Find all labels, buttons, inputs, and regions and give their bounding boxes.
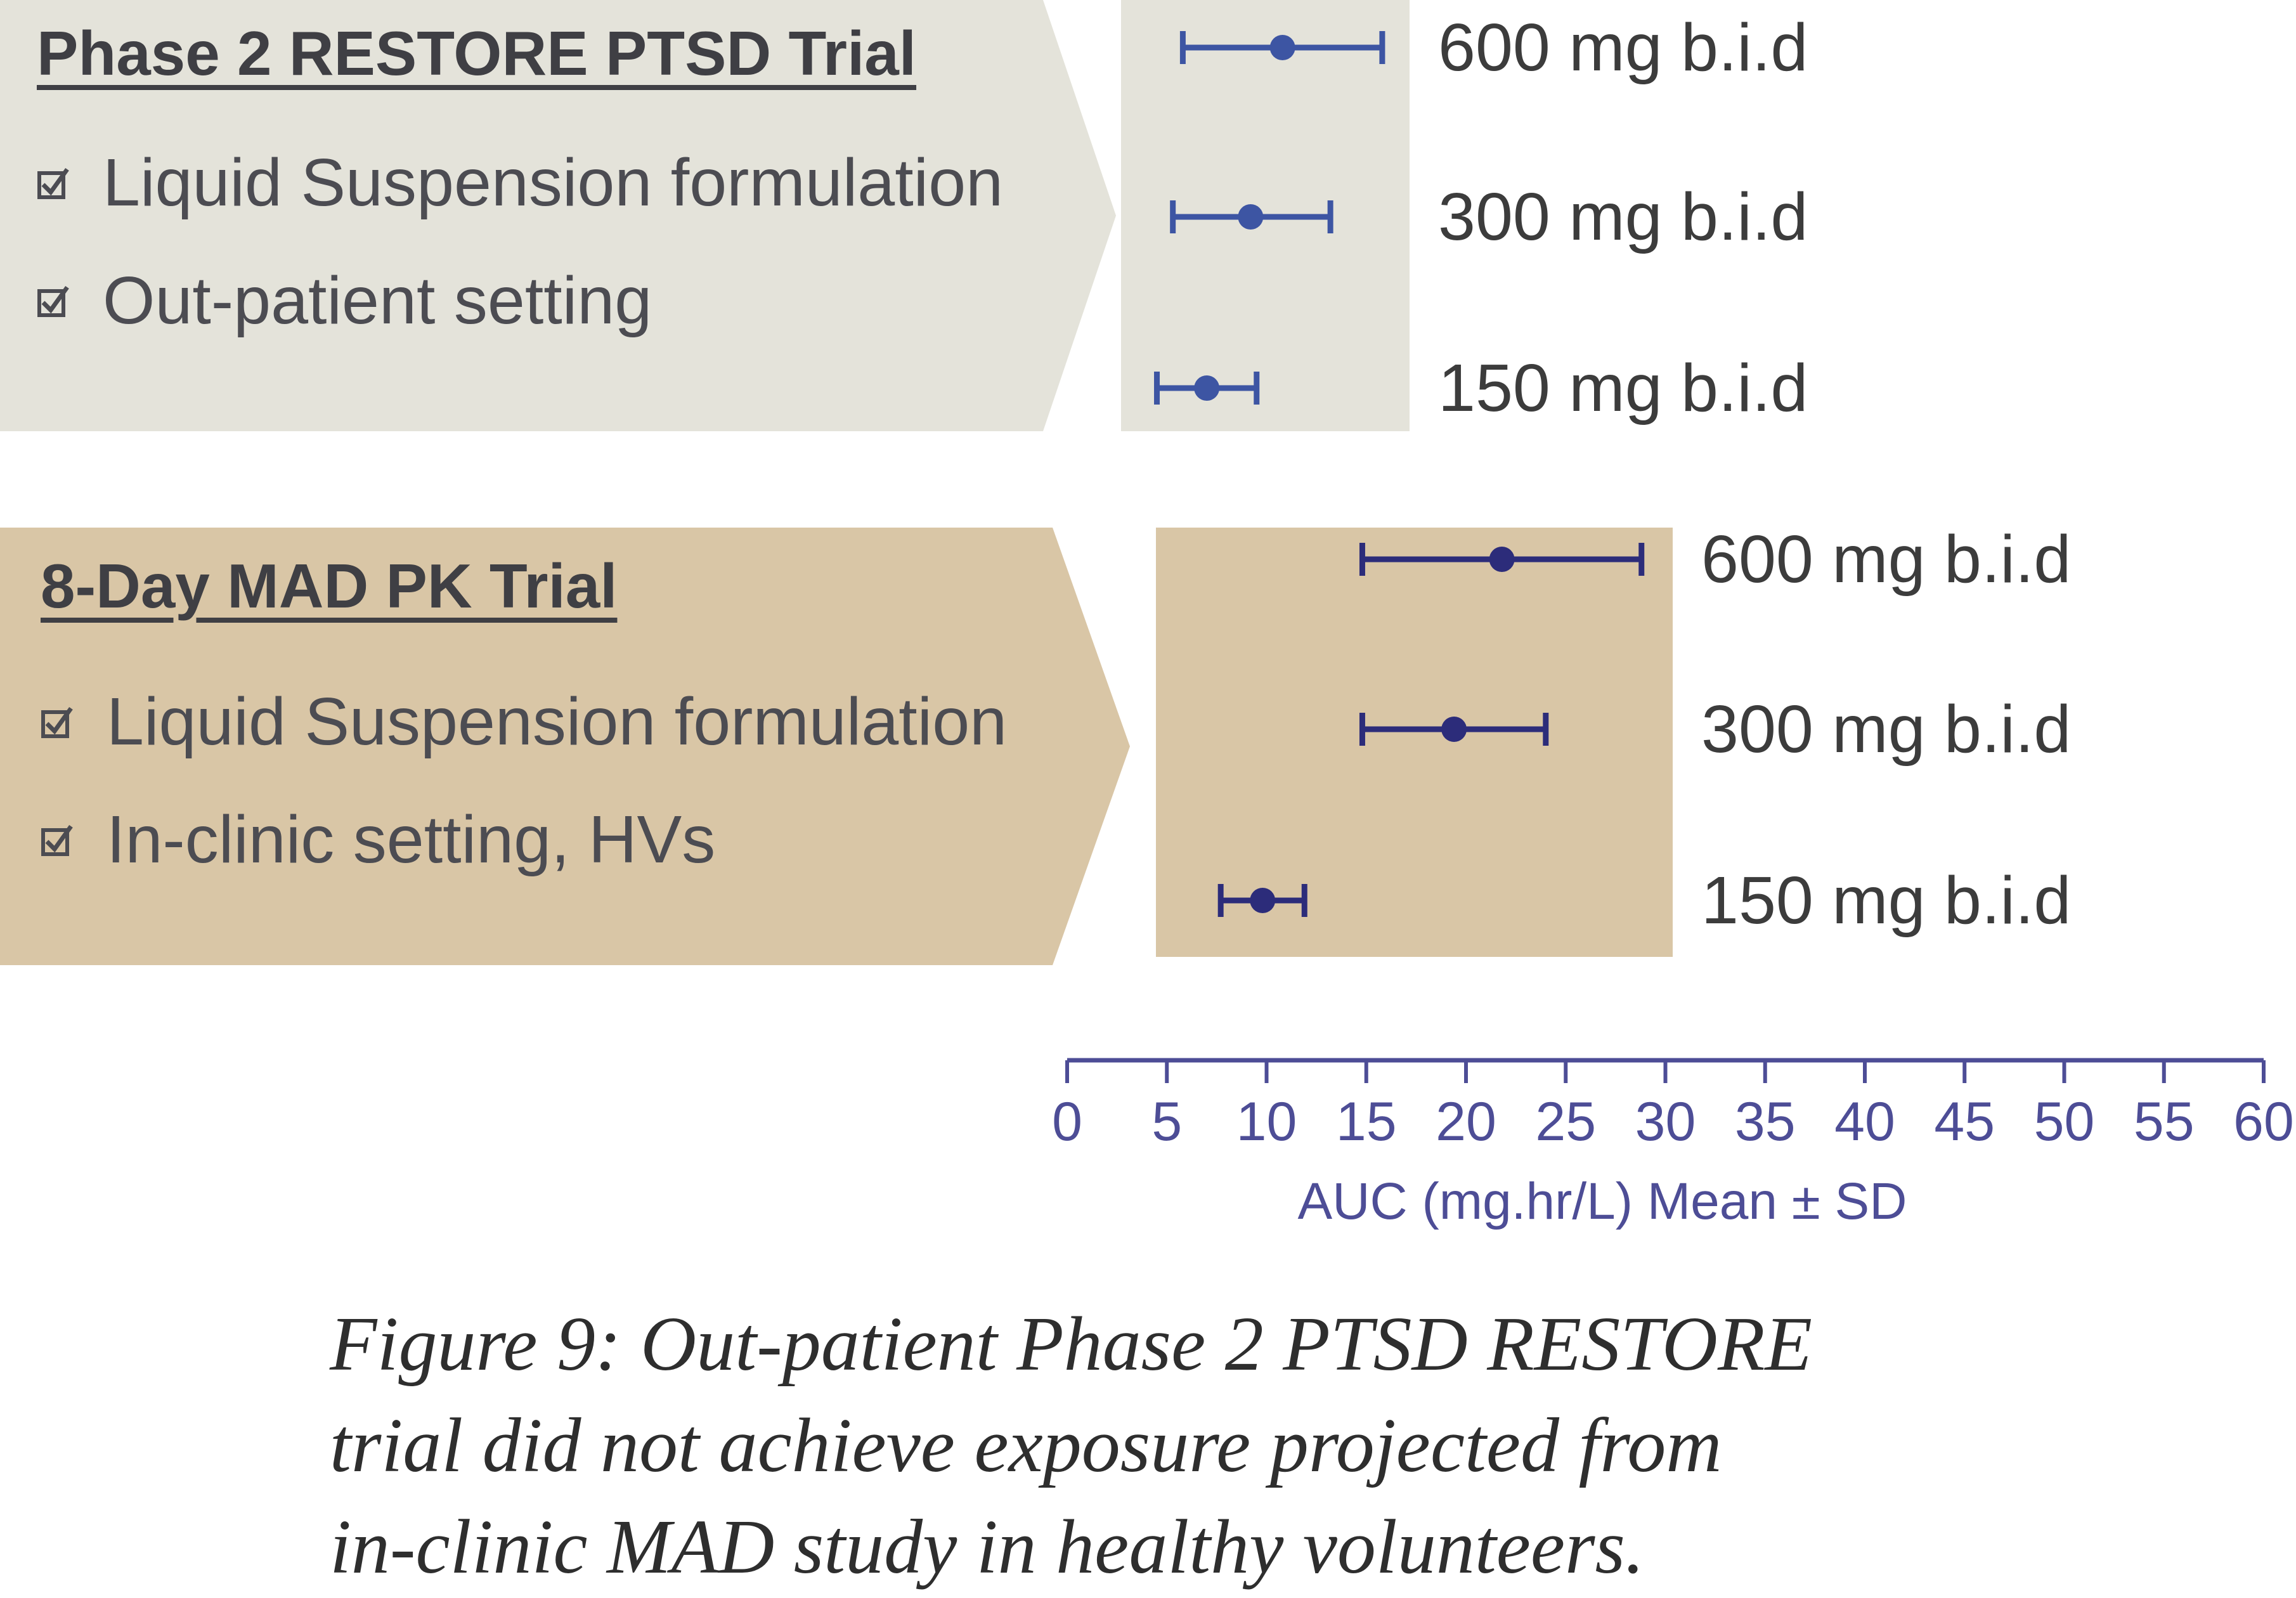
x-tick-label: 45 [1934,1091,1995,1152]
caption-line: in-clinic MAD study in healthy volunteer… [330,1504,1645,1590]
x-tick-label: 10 [1236,1091,1297,1152]
plot-box-mad [1156,528,1673,957]
checkbox-checked-icon [37,167,70,200]
x-tick-label: 60 [2233,1091,2294,1152]
mean-point [1194,375,1220,401]
x-tick-label: 25 [1535,1091,1596,1152]
x-tick-label: 55 [2134,1091,2195,1152]
bullet-label: Out-patient setting [103,263,652,338]
bullet-mad-formulation: Liquid Suspension formulation [41,684,1007,760]
panel-title-mad: 8-Day MAD PK Trial [41,551,618,621]
mean-point [1238,204,1264,230]
caption-line: trial did not achieve exposure projected… [330,1403,1722,1488]
mean-point [1269,35,1295,60]
x-tick-label: 5 [1151,1091,1182,1152]
x-axis-label: AUC (mg.hr/L) Mean ± SD [1298,1173,1907,1230]
plot-area: 600 mg b.i.d 300 mg b.i.d 150 mg b.i.d 600 … [1154,10,2071,938]
dose-label: 600 mg b.i.d [1438,10,1808,85]
x-tick-label: 15 [1336,1091,1397,1152]
bullet-label: Liquid Suspension formulation [103,145,1004,220]
checkbox-checked-icon [41,706,74,739]
dose-label: 300 mg b.i.d [1701,692,2071,767]
dose-label: 300 mg b.i.d [1438,179,1808,254]
bullet-label: Liquid Suspension formulation [107,684,1008,759]
panel-chevron-phase2 [0,0,1116,431]
bullet-phase2-setting: Out-patient setting [37,263,652,339]
bullet-mad-setting: In-clinic setting, HVs [41,802,715,878]
mean-point [1489,547,1515,572]
caption-line: Figure 9: Out-patient Phase 2 PTSD RESTO… [330,1301,1813,1387]
x-tick-label: 30 [1635,1091,1696,1152]
x-axis: 0 5 10 15 20 25 30 35 40 45 50 55 60 AUC (mg.hr/L) Me… [1052,1058,2294,1230]
bullet-phase2-formulation: Liquid Suspension formulation [37,145,1003,221]
checkbox-checked-icon [37,285,70,318]
mean-point [1441,717,1467,742]
panel-chevron-mad [0,528,1130,965]
checkbox-checked-icon [41,824,74,857]
bullet-label: In-clinic setting, HVs [107,802,716,877]
x-tick-label: 50 [2034,1091,2095,1152]
x-tick-label: 20 [1436,1091,1496,1152]
x-tick-label: 0 [1052,1091,1082,1152]
x-tick-label: 35 [1735,1091,1796,1152]
dose-label: 150 mg b.i.d [1701,863,2071,938]
dose-label: 600 mg b.i.d [1701,522,2071,597]
panel-backgrounds [0,0,1673,965]
panel-title-phase2: Phase 2 RESTORE PTSD Trial [37,18,917,88]
mean-point [1250,888,1276,913]
x-tick-label: 40 [1834,1091,1895,1152]
dose-label: 150 mg b.i.d [1438,351,1808,425]
figure-caption: Figure 9: Out-patient Phase 2 PTSD RESTO… [330,1294,2042,1598]
